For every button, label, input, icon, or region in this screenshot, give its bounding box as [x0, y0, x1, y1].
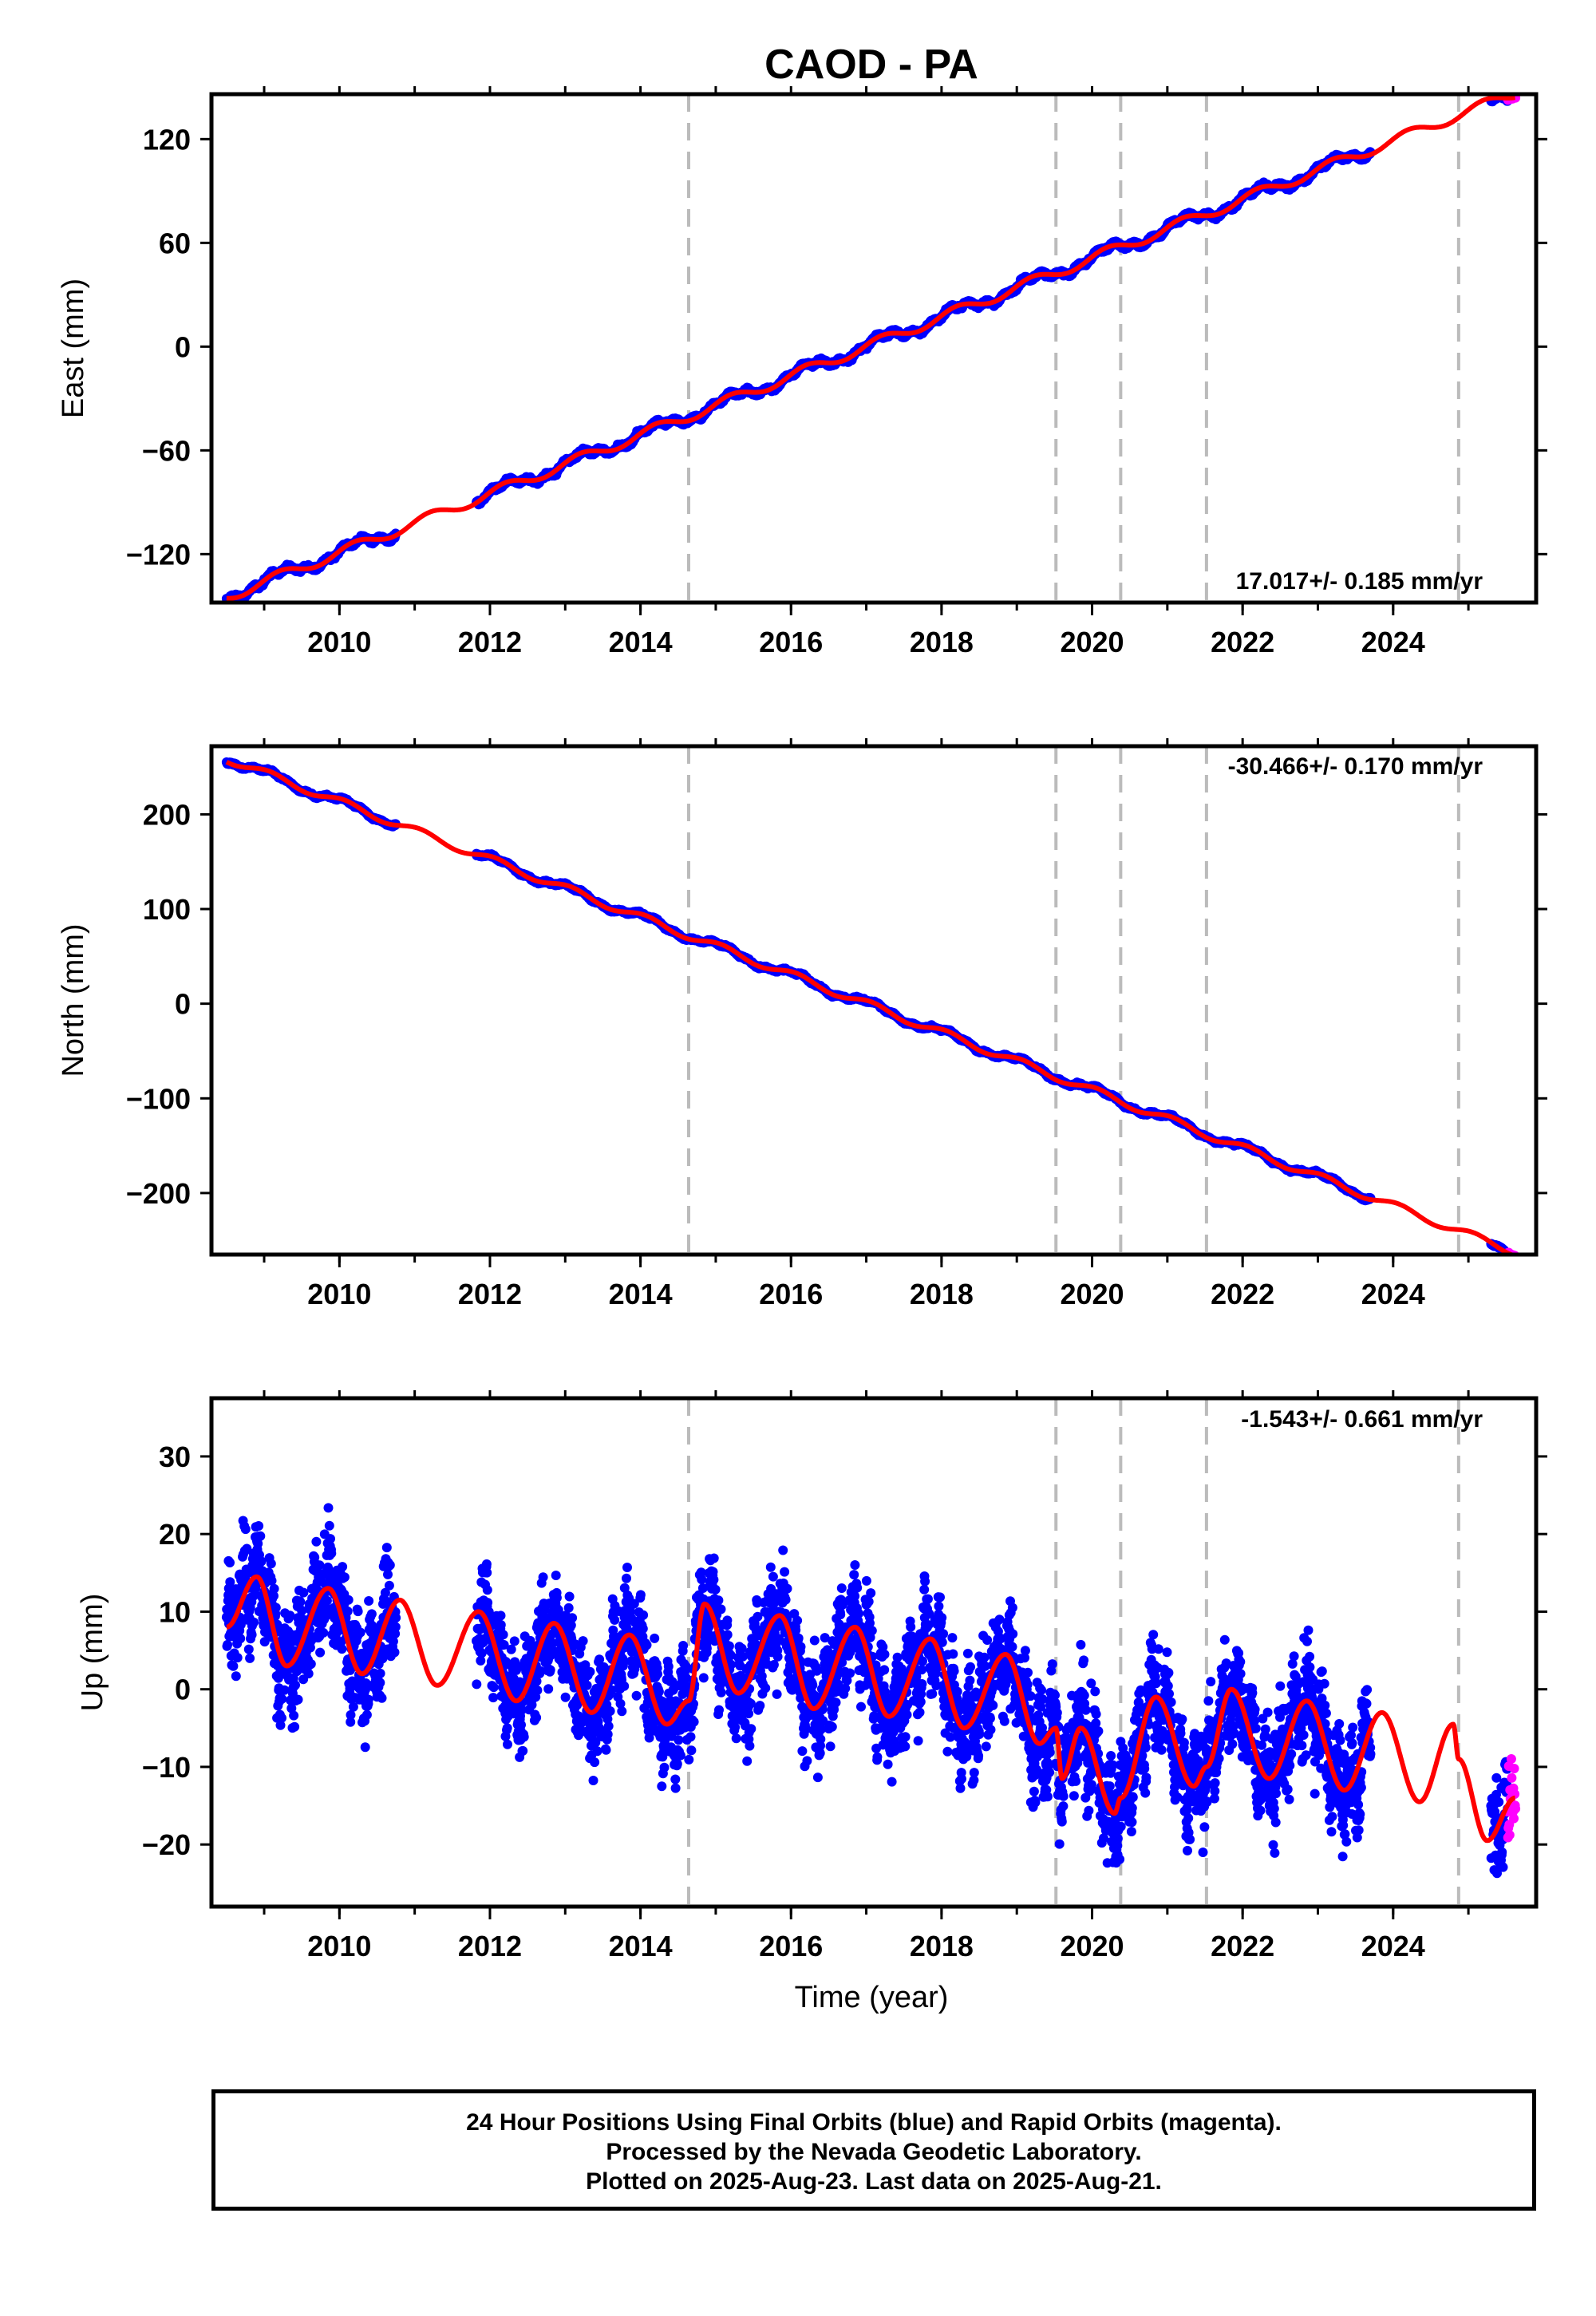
x-tick-label: 2012	[458, 626, 522, 658]
x-tick-label: 2024	[1361, 626, 1425, 658]
x-tick-label: 2016	[759, 626, 823, 658]
x-tick-label: 2022	[1211, 626, 1274, 658]
rate-annotation: 17.017+/- 0.185 mm/yr	[1236, 568, 1483, 595]
final-orbit-points	[221, 757, 1513, 1255]
y-tick-label: 60	[159, 227, 191, 259]
y-axis-label: East (mm)	[57, 279, 90, 418]
panel-north: 2010 2012 2014 2016 2018 2020 2022 20242001000−…	[57, 738, 1547, 1310]
panel-east: 2010 2012 2014 2016 2018 2020 2022 2024 120 60 0 −6…	[57, 86, 1547, 658]
y-tick-label: 120	[143, 123, 191, 156]
y-tick-label: −120	[126, 538, 191, 571]
x-tick-label: 2014	[609, 626, 673, 658]
plot-area-east	[221, 94, 1521, 603]
y-tick-label: 0	[175, 330, 191, 363]
x-tick-label: 2020	[1060, 626, 1124, 658]
chart-title: CAOD - PA	[764, 41, 978, 88]
x-tick-label: 2010	[307, 626, 371, 658]
panels: 2010 2012 2014 2016 2018 2020 2022 2024 120 60 0 −6…	[57, 86, 1547, 1962]
y-tick-label: −60	[142, 434, 191, 467]
x-tick-label: 2018	[910, 626, 974, 658]
plot-area-north	[221, 746, 1520, 1255]
